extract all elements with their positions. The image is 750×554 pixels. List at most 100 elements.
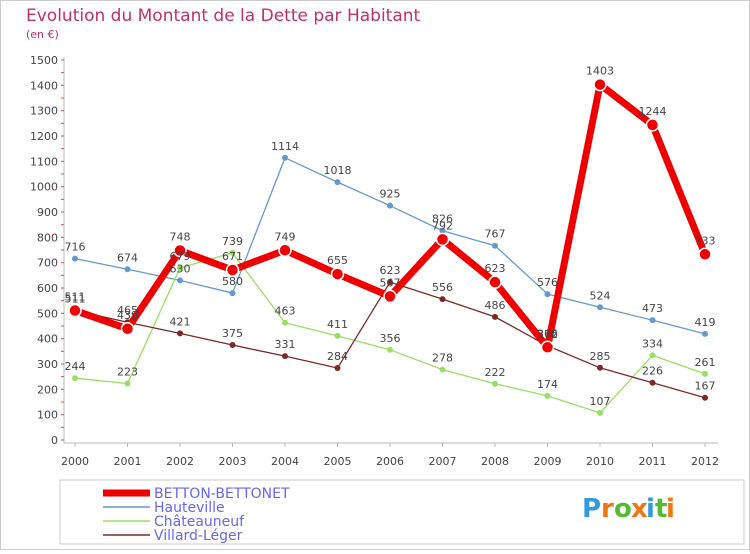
data-label: 792 (432, 219, 453, 232)
x-tick-label: 2010 (586, 455, 614, 468)
data-point (72, 375, 78, 382)
data-label: 674 (117, 251, 138, 264)
logo-letter: x (631, 494, 648, 524)
data-point (492, 380, 498, 387)
data-point (439, 296, 446, 303)
data-point (72, 255, 78, 262)
data-label: 739 (222, 235, 243, 248)
data-label: 716 (65, 241, 86, 254)
data-point (540, 340, 555, 355)
data-label: 419 (695, 316, 716, 329)
data-label: 671 (222, 250, 243, 263)
data-point (702, 370, 708, 377)
y-tick-label: 400 (37, 333, 58, 346)
data-label: 285 (590, 350, 611, 363)
data-point (435, 232, 450, 247)
axes: 0 100 200 300 400 500 600 700 800 900 1000 1100 1200… (30, 54, 719, 468)
data-label: 167 (695, 380, 716, 393)
data-label: 226 (642, 365, 663, 378)
data-point (544, 392, 551, 399)
y-tick-label: 0 (51, 434, 58, 447)
data-point (698, 247, 712, 262)
data-label: 473 (642, 302, 663, 315)
data-point (387, 346, 393, 353)
data-point (177, 264, 183, 271)
data-label: 421 (170, 315, 191, 328)
data-labels: 716 674 630 580 1114 1018 925 826 767 576 524 473 41… (65, 65, 716, 408)
data-label: 511 (65, 291, 86, 304)
y-tick-label: 900 (37, 206, 58, 219)
chart-subtitle: (en €) (26, 28, 59, 41)
data-label: 576 (537, 276, 558, 289)
data-point (229, 290, 236, 297)
data-point (177, 277, 183, 284)
data-label: 679 (170, 250, 191, 263)
data-label: 524 (590, 289, 611, 302)
legend-label: Hauteville (154, 500, 225, 516)
logo-letter: i (646, 494, 655, 524)
x-tick-label: 2009 (534, 455, 562, 468)
y-tick-label: 300 (37, 358, 58, 371)
x-tick-label: 2007 (429, 455, 457, 468)
data-label: 356 (380, 332, 401, 345)
data-label: 567 (380, 276, 401, 289)
legend-box (59, 479, 745, 545)
legend-label: Châteauneuf (154, 514, 245, 530)
y-tick-label: 1100 (30, 155, 58, 168)
data-point (544, 291, 551, 298)
logo-letter: r (601, 494, 614, 524)
data-point (177, 330, 183, 337)
legend: BETTON-BETTONETHautevilleChâteauneufVill… (103, 486, 290, 544)
data-label: 486 (485, 299, 506, 312)
data-label: 623 (485, 262, 506, 275)
x-tick-label: 2008 (481, 455, 509, 468)
x-tick-label: 2000 (61, 455, 89, 468)
data-label: 107 (590, 395, 611, 408)
data-point (488, 275, 502, 289)
data-point (593, 77, 607, 92)
chart-title: Evolution du Montant de la Dette par Hab… (26, 6, 421, 26)
data-label: 655 (327, 254, 348, 267)
x-tick-label: 2011 (639, 455, 667, 468)
data-point (492, 242, 498, 249)
data-point (387, 279, 393, 286)
data-point (702, 394, 708, 401)
data-point (282, 154, 288, 161)
data-label: 1403 (586, 65, 614, 78)
data-point (282, 353, 288, 360)
data-label: 630 (170, 262, 191, 275)
y-tick-label: 1000 (30, 181, 58, 194)
y-tick-label: 100 (37, 409, 58, 422)
data-point (229, 342, 236, 348)
data-point (229, 249, 236, 256)
data-point (334, 365, 341, 372)
legend-label: Villard-Léger (154, 528, 243, 544)
y-tick-label: 500 (37, 307, 58, 320)
data-label: 222 (485, 366, 506, 379)
data-point (597, 409, 603, 416)
data-point (383, 289, 397, 304)
data-point (282, 319, 288, 326)
logo-letter: o (614, 494, 632, 524)
data-point (120, 322, 135, 336)
data-point (597, 364, 603, 371)
series-layer (68, 77, 712, 416)
logo-letter: i (666, 494, 675, 524)
data-point (173, 243, 187, 258)
data-point (278, 243, 292, 258)
data-label: 511 (65, 293, 86, 306)
y-tick-label: 600 (37, 282, 58, 295)
data-point (124, 380, 131, 387)
data-label: 1244 (639, 105, 667, 118)
data-point (68, 303, 82, 318)
y-tick-label: 1200 (30, 130, 58, 143)
data-point (702, 330, 708, 337)
data-point (439, 366, 446, 373)
data-label: 261 (695, 356, 716, 369)
data-point (649, 352, 656, 359)
data-label: 278 (432, 352, 453, 365)
data-label: 749 (275, 230, 296, 243)
data-label: 1114 (271, 140, 299, 153)
